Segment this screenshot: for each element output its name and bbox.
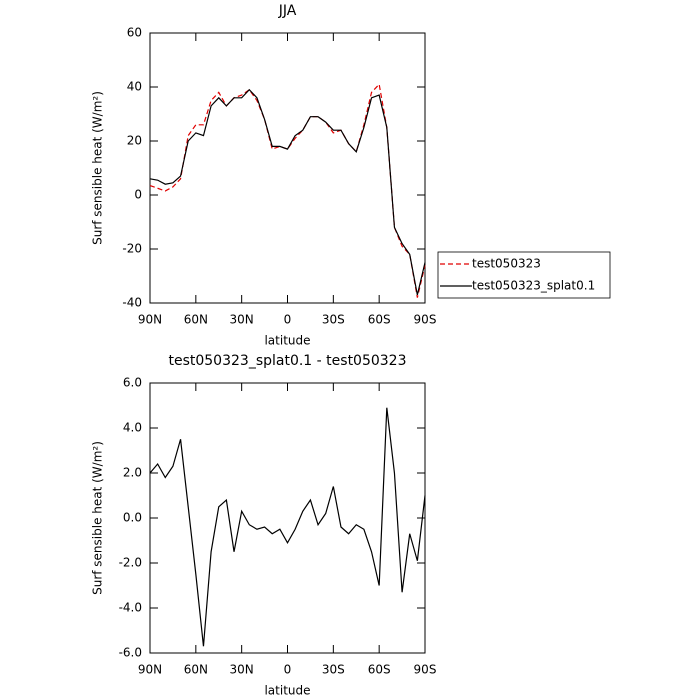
x-tick-label: 60N	[184, 313, 208, 327]
y-tick-label: -6.0	[119, 646, 142, 660]
y-tick-label: 0.0	[123, 511, 142, 525]
y-axis-label: Surf sensible heat (W/m²)	[91, 441, 105, 595]
x-tick-label: 30S	[322, 663, 345, 677]
y-tick-label: -2.0	[119, 556, 142, 570]
legend-label: test050323	[472, 257, 541, 271]
x-axis-label: latitude	[264, 334, 310, 348]
data-line	[149, 407, 426, 647]
y-tick-label: 60	[127, 26, 142, 40]
legend-label: test050323_splat0.1	[472, 279, 595, 293]
y-tick-label: -40	[122, 296, 142, 310]
y-tick-label: -20	[122, 242, 142, 256]
x-tick-label: 60S	[368, 663, 391, 677]
x-tick-label: 90N	[138, 313, 162, 327]
y-tick-label: 20	[127, 134, 142, 148]
x-tick-label: 30S	[322, 313, 345, 327]
x-tick-label: 0	[284, 663, 292, 677]
chart-title: test050323_splat0.1 - test050323	[168, 353, 406, 369]
x-tick-label: 30N	[230, 313, 254, 327]
x-tick-label: 60N	[184, 663, 208, 677]
data-line	[149, 88, 426, 296]
y-tick-label: -4.0	[119, 601, 142, 615]
plot-frame	[149, 32, 426, 304]
x-tick-label: 60S	[368, 313, 391, 327]
x-tick-label: 30N	[230, 663, 254, 677]
legend-box	[437, 251, 611, 299]
y-tick-label: 0	[134, 188, 142, 202]
y-tick-label: 2.0	[123, 466, 142, 480]
x-tick-label: 90S	[414, 663, 437, 677]
y-tick-label: 6.0	[123, 376, 142, 390]
y-tick-label: 40	[127, 80, 142, 94]
y-tick-label: 4.0	[123, 421, 142, 435]
y-axis-label: Surf sensible heat (W/m²)	[91, 91, 105, 245]
x-tick-label: 90N	[138, 663, 162, 677]
x-tick-label: 0	[284, 313, 292, 327]
plot-frame	[149, 382, 426, 654]
x-axis-label: latitude	[264, 684, 310, 698]
chart-title: JJA	[278, 3, 297, 19]
x-tick-label: 90S	[414, 313, 437, 327]
